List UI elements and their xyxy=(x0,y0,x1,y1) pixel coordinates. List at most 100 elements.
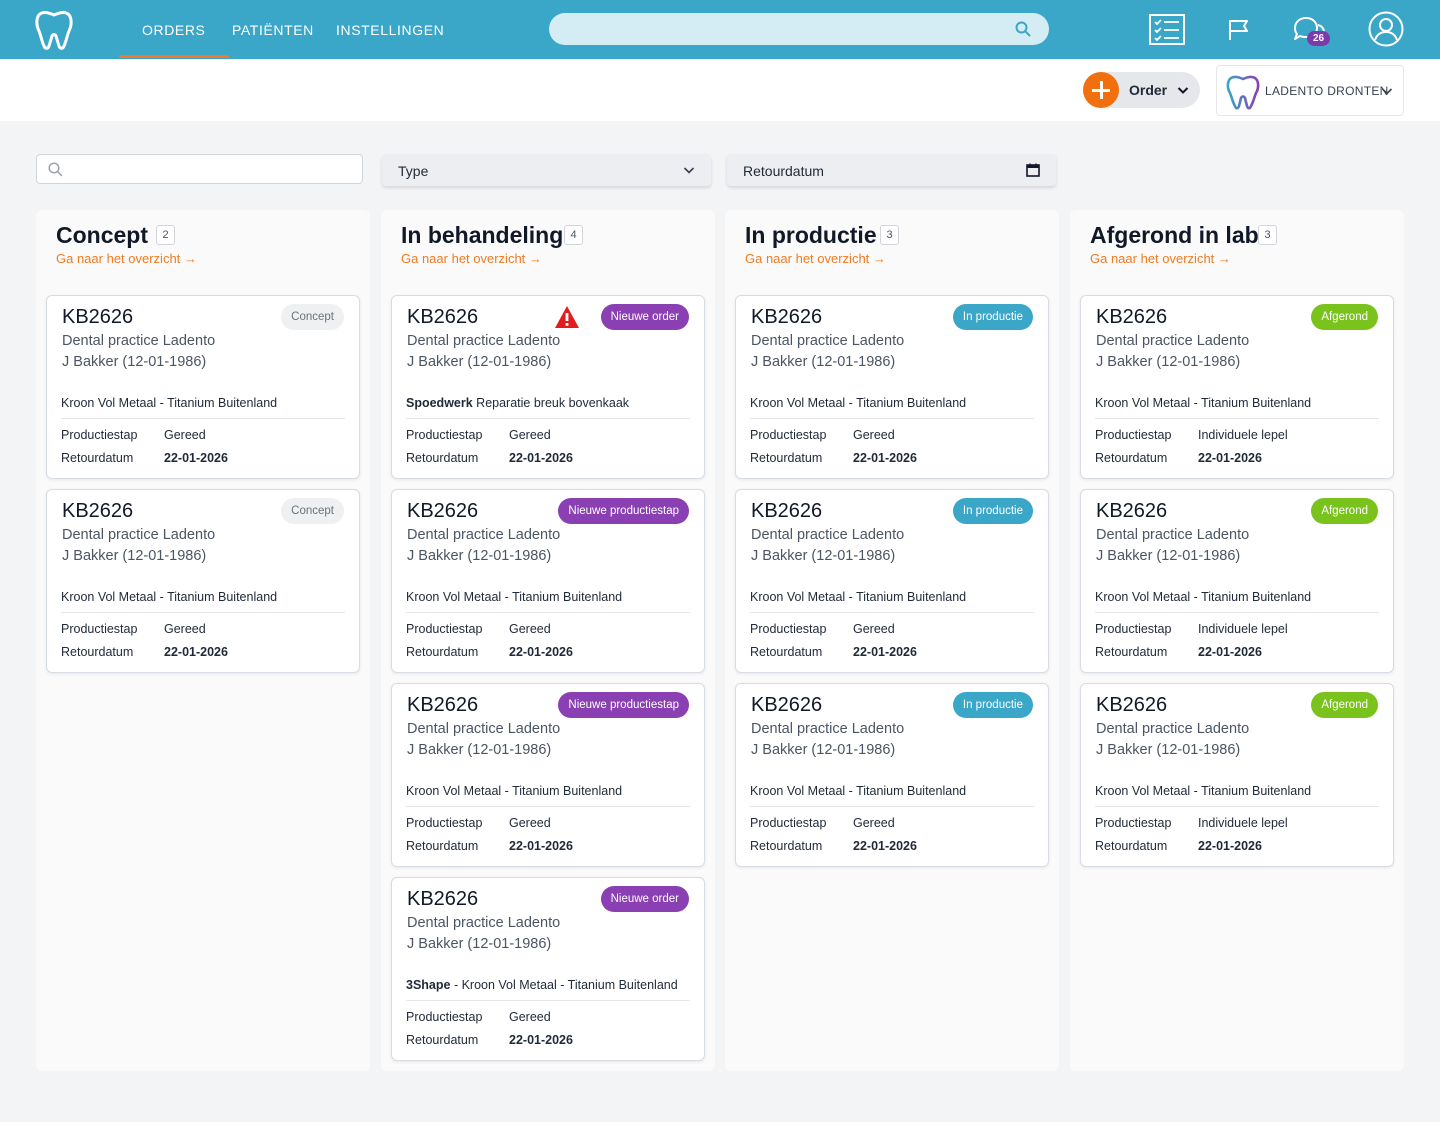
tooth-logo-icon[interactable] xyxy=(34,9,74,51)
practice-selector[interactable]: LADENTO DRONTEN xyxy=(1216,65,1404,116)
order-code: KB2626 xyxy=(1096,500,1168,522)
nav-patienten[interactable]: PATIËNTEN xyxy=(232,22,314,38)
product-description: Kroon Vol Metaal - Titanium Buitenland xyxy=(750,396,966,410)
order-card[interactable]: KB2626 Dental practice Ladento J Bakker (1… xyxy=(391,877,705,1061)
type-filter-dropdown[interactable]: Type xyxy=(382,154,711,186)
order-card[interactable]: KB2626 Dental practice Ladento J Bakker (1… xyxy=(46,489,360,673)
production-step-label: Productiestap xyxy=(406,1010,483,1024)
checklist-icon[interactable] xyxy=(1149,14,1185,45)
column-count-badge: 2 xyxy=(156,225,175,245)
order-card[interactable]: KB2626 Dental practice Ladento J Bakker (1… xyxy=(1080,295,1394,479)
product-name: Kroon Vol Metaal - Titanium Buitenland xyxy=(406,784,623,798)
order-card[interactable]: KB2626 Dental practice Ladento J Bakker (1… xyxy=(735,295,1049,479)
return-date-value: 22-01-2026 xyxy=(853,451,917,465)
practice-name: Dental practice Ladento xyxy=(407,333,561,349)
patient-name: J Bakker (12-01-1986) xyxy=(407,936,552,952)
status-badge: Nieuwe productiestap xyxy=(558,498,689,524)
user-icon[interactable] xyxy=(1368,11,1404,47)
card-divider xyxy=(406,418,690,419)
practice-name: Dental practice Ladento xyxy=(1096,333,1250,349)
card-divider xyxy=(61,418,345,419)
card-divider xyxy=(406,612,690,613)
return-date-value: 22-01-2026 xyxy=(509,839,573,853)
new-order-button[interactable]: Order xyxy=(1083,72,1200,108)
type-filter-label: Type xyxy=(398,163,429,179)
order-code: KB2626 xyxy=(407,694,479,716)
production-step-label: Productiestap xyxy=(1095,428,1172,442)
column-count-badge: 3 xyxy=(880,225,899,245)
product-description: Kroon Vol Metaal - Titanium Buitenland xyxy=(406,784,622,798)
search-icon xyxy=(48,162,63,177)
product-name: Kroon Vol Metaal - Titanium Buitenland xyxy=(1095,784,1312,798)
overview-link[interactable]: Ga naar het overzicht → xyxy=(1090,251,1231,266)
chevron-down-icon xyxy=(683,167,695,174)
overview-link[interactable]: Ga naar het overzicht → xyxy=(745,251,886,266)
patient-name: J Bakker (12-01-1986) xyxy=(1096,548,1241,564)
card-divider xyxy=(750,806,1034,807)
return-date-value: 22-01-2026 xyxy=(853,839,917,853)
status-badge: Afgerond xyxy=(1311,304,1378,330)
production-step-label: Productiestap xyxy=(1095,622,1172,636)
order-code: KB2626 xyxy=(62,500,134,522)
patient-name: J Bakker (12-01-1986) xyxy=(407,742,552,758)
status-badge: Concept xyxy=(281,304,344,330)
production-step-label: Productiestap xyxy=(750,816,827,830)
practice-name: Dental practice Ladento xyxy=(751,721,905,737)
product-description: Kroon Vol Metaal - Titanium Buitenland xyxy=(1095,396,1311,410)
production-step-label: Productiestap xyxy=(406,816,483,830)
product-description: Spoedwerk Reparatie breuk bovenkaak xyxy=(406,396,629,410)
calendar-icon xyxy=(1026,163,1040,177)
order-card[interactable]: KB2626 Dental practice Ladento J Bakker (1… xyxy=(46,295,360,479)
order-card[interactable]: KB2626 Dental practice Ladento J Bakker (1… xyxy=(735,489,1049,673)
order-search-input[interactable] xyxy=(67,155,357,183)
patient-name: J Bakker (12-01-1986) xyxy=(751,742,896,758)
product-description: Kroon Vol Metaal - Titanium Buitenland xyxy=(750,590,966,604)
production-step-value: Gereed xyxy=(509,428,551,442)
order-card[interactable]: KB2626 Dental practice Ladento J Bakker (1… xyxy=(391,295,705,479)
status-badge: Afgerond xyxy=(1311,692,1378,718)
status-badge: In productie xyxy=(952,304,1033,330)
order-card[interactable]: KB2626 Dental practice Ladento J Bakker (1… xyxy=(735,683,1049,867)
patient-name: J Bakker (12-01-1986) xyxy=(407,548,552,564)
overview-link[interactable]: Ga naar het overzicht → xyxy=(401,251,542,266)
chevron-down-icon xyxy=(1177,87,1189,94)
nav-orders[interactable]: ORDERS xyxy=(119,22,228,58)
order-code: KB2626 xyxy=(1096,306,1168,328)
patient-name: J Bakker (12-01-1986) xyxy=(751,548,896,564)
product-description: Kroon Vol Metaal - Titanium Buitenland xyxy=(1095,590,1311,604)
production-step-value: Gereed xyxy=(853,816,895,830)
card-divider xyxy=(750,612,1034,613)
global-search-input[interactable] xyxy=(549,13,1009,45)
production-step-label: Productiestap xyxy=(750,428,827,442)
global-search xyxy=(549,13,1049,45)
product-name: Kroon Vol Metaal - Titanium Buitenland xyxy=(61,396,278,410)
flag-icon[interactable] xyxy=(1228,19,1250,41)
status-badge: Concept xyxy=(281,498,344,524)
return-date-value: 22-01-2026 xyxy=(509,645,573,659)
order-code: KB2626 xyxy=(751,694,823,716)
order-card[interactable]: KB2626 Dental practice Ladento J Bakker (1… xyxy=(1080,683,1394,867)
nav-instellingen[interactable]: INSTELLINGEN xyxy=(336,22,445,38)
return-date-value: 22-01-2026 xyxy=(853,645,917,659)
order-code: KB2626 xyxy=(407,306,479,328)
product-description: Kroon Vol Metaal - Titanium Buitenland xyxy=(61,396,277,410)
practice-name: Dental practice Ladento xyxy=(407,527,561,543)
search-icon[interactable] xyxy=(1015,21,1031,37)
return-date-filter[interactable]: Retourdatum xyxy=(727,154,1056,186)
order-card[interactable]: KB2626 Dental practice Ladento J Bakker (1… xyxy=(1080,489,1394,673)
production-step-value: Individuele lepel xyxy=(1198,622,1288,636)
practice-name: Dental practice Ladento xyxy=(1096,721,1250,737)
order-code: KB2626 xyxy=(751,500,823,522)
overview-link[interactable]: Ga naar het overzicht → xyxy=(56,251,197,266)
patient-name: J Bakker (12-01-1986) xyxy=(1096,354,1241,370)
return-date-value: 22-01-2026 xyxy=(164,451,228,465)
return-date-value: 22-01-2026 xyxy=(164,645,228,659)
order-card[interactable]: KB2626 Dental practice Ladento J Bakker (1… xyxy=(391,489,705,673)
order-code: KB2626 xyxy=(1096,694,1168,716)
order-card[interactable]: KB2626 Dental practice Ladento J Bakker (1… xyxy=(391,683,705,867)
card-divider xyxy=(750,418,1034,419)
production-step-value: Gereed xyxy=(164,428,206,442)
product-description: Kroon Vol Metaal - Titanium Buitenland xyxy=(61,590,277,604)
return-date-value: 22-01-2026 xyxy=(509,1033,573,1047)
production-step-label: Productiestap xyxy=(750,622,827,636)
